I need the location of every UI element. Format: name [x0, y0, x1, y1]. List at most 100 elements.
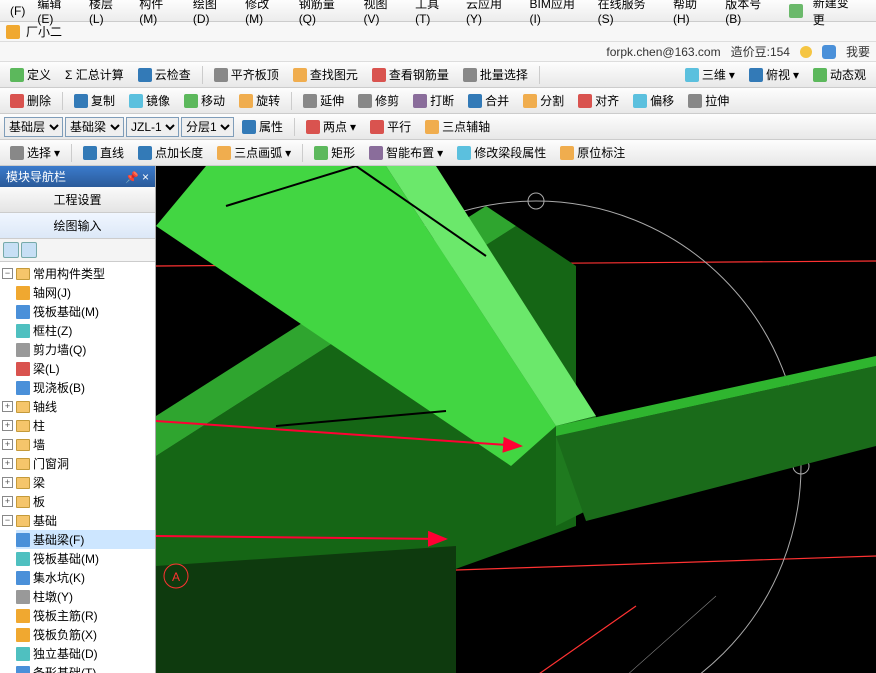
tree-cast[interactable]: 现浇板(B) [16, 378, 155, 397]
property-icon [242, 120, 256, 134]
tree-common[interactable]: −常用构件类型 [2, 264, 155, 283]
arc3-button[interactable]: 三点画弧 ▾ [211, 141, 297, 164]
tree-raft[interactable]: 筏板基础(M) [16, 302, 155, 321]
tree-found[interactable]: −基础 [2, 511, 155, 530]
new-change-button[interactable]: 新建变更 [783, 0, 872, 28]
menu-rebar[interactable]: 钢筋量(Q) [293, 0, 358, 26]
3d-viewport[interactable]: A [156, 166, 876, 673]
select-button[interactable]: 选择 ▾ [4, 141, 66, 164]
coin-icon [800, 46, 812, 58]
tree-axis[interactable]: +轴线 [2, 397, 155, 416]
category-select[interactable]: 基础梁 [65, 117, 124, 137]
extend-button[interactable]: 延伸 [297, 89, 350, 112]
menu-component[interactable]: 构件(M) [133, 0, 187, 26]
floor-select[interactable]: 基础层 [4, 117, 63, 137]
toolbar-3: 基础层 基础梁 JZL-1 分层1 属性 两点 ▾ 平行 三点辅轴 [0, 114, 876, 140]
dynview-button[interactable]: 动态观 [807, 63, 872, 86]
batch-button[interactable]: 批量选择 [457, 63, 534, 86]
menu-bim[interactable]: BIM应用(I) [524, 0, 592, 26]
panel-header: 模块导航栏 📌 × [0, 166, 155, 187]
twopoint-button[interactable]: 两点 ▾ [300, 115, 362, 138]
tree-grid[interactable]: 轴网(J) [16, 283, 155, 302]
stretch-button[interactable]: 拉伸 [682, 89, 735, 112]
move-button[interactable]: 移动 [178, 89, 231, 112]
property-button[interactable]: 属性 [236, 115, 289, 138]
tree-beaml[interactable]: 梁(L) [16, 359, 155, 378]
menu-modify[interactable]: 修改(M) [239, 0, 293, 26]
tree-found-pier[interactable]: 柱墩(Y) [16, 587, 155, 606]
threeaux-icon [425, 120, 439, 134]
tree-door[interactable]: +门窗洞 [2, 454, 155, 473]
pin-icon[interactable]: 📌 [125, 172, 139, 184]
tree-framec[interactable]: 框柱(Z) [16, 321, 155, 340]
ortho-button[interactable]: 俯视 ▾ [743, 63, 805, 86]
tree-col[interactable]: +柱 [2, 416, 155, 435]
new-change-icon [789, 4, 803, 18]
threeaux-button[interactable]: 三点辅轴 [419, 115, 496, 138]
tree-shear[interactable]: 剪力墙(Q) [16, 340, 155, 359]
close-icon[interactable]: × [142, 170, 149, 184]
tree-found-mainbar[interactable]: 筏板主筋(R) [16, 606, 155, 625]
menu-online[interactable]: 在线服务(S) [592, 0, 667, 26]
merge-button[interactable]: 合并 [462, 89, 515, 112]
flat-button[interactable]: 平齐板顶 [208, 63, 285, 86]
tree-wall[interactable]: +墙 [2, 435, 155, 454]
addlen-button[interactable]: 点加长度 [132, 141, 209, 164]
tree-found-raft[interactable]: 筏板基础(M) [16, 549, 155, 568]
line-icon [83, 146, 97, 160]
menu-bar: (F) 编辑(E) 楼层(L) 构件(M) 绘图(D) 修改(M) 钢筋量(Q)… [0, 0, 876, 22]
tree-found-negbar[interactable]: 筏板负筋(X) [16, 625, 155, 644]
layer-select[interactable]: 分层1 [181, 117, 234, 137]
tab-project-settings[interactable]: 工程设置 [0, 187, 155, 213]
me-link[interactable]: 我要 [846, 43, 870, 60]
smart-button[interactable]: 智能布置 ▾ [363, 141, 449, 164]
tree-found-sump[interactable]: 集水坑(K) [16, 568, 155, 587]
viewrebar-button[interactable]: 查看钢筋量 [366, 63, 455, 86]
menu-view[interactable]: 视图(V) [357, 0, 409, 26]
modprop-button[interactable]: 修改梁段属性 [451, 141, 552, 164]
3d-button[interactable]: 三维 ▾ [679, 63, 741, 86]
menu-cloud[interactable]: 云应用(Y) [460, 0, 523, 26]
user-email[interactable]: forpk.chen@163.com [606, 45, 720, 59]
define-button[interactable]: 定义 [4, 63, 57, 86]
menu-tools[interactable]: 工具(T) [409, 0, 460, 26]
menu-floor[interactable]: 楼层(L) [83, 0, 133, 26]
tab-draw-input[interactable]: 绘图输入 [0, 213, 155, 239]
mirror-button[interactable]: 镜像 [123, 89, 176, 112]
cloudcheck-button[interactable]: 云检查 [132, 63, 197, 86]
break-button[interactable]: 打断 [407, 89, 460, 112]
menu-file[interactable]: (F) [4, 4, 31, 18]
point-icon [138, 146, 152, 160]
trim-button[interactable]: 修剪 [352, 89, 405, 112]
tree-found-strip[interactable]: 条形基础(T) [16, 663, 155, 673]
mini-icon-2[interactable] [21, 242, 37, 258]
avatar-icon[interactable] [822, 45, 836, 59]
menu-help[interactable]: 帮助(H) [667, 0, 719, 26]
align-button[interactable]: 对齐 [572, 89, 625, 112]
member-select[interactable]: JZL-1 [126, 117, 179, 137]
axis-label: A [172, 570, 180, 584]
delete-button[interactable]: 删除 [4, 89, 57, 112]
rotate-button[interactable]: 旋转 [233, 89, 286, 112]
rect-button[interactable]: 矩形 [308, 141, 361, 164]
menu-draw[interactable]: 绘图(D) [187, 0, 239, 26]
origmark-button[interactable]: 原位标注 [554, 141, 631, 164]
offset-button[interactable]: 偏移 [627, 89, 680, 112]
mini-icon-1[interactable] [3, 242, 19, 258]
copy-button[interactable]: 复制 [68, 89, 121, 112]
rebar-icon [372, 68, 386, 82]
component-tree[interactable]: −常用构件类型 轴网(J) 筏板基础(M) 框柱(Z) 剪力墙(Q) 梁(L) … [0, 262, 155, 673]
menu-version[interactable]: 版本号(B) [719, 0, 782, 26]
tree-beam[interactable]: +梁 [2, 473, 155, 492]
line-button[interactable]: 直线 [77, 141, 130, 164]
split-button[interactable]: 分割 [517, 89, 570, 112]
tree-found-iso[interactable]: 独立基础(D) [16, 644, 155, 663]
tree-found-beam[interactable]: 基础梁(F) [16, 530, 155, 549]
find-button[interactable]: 查找图元 [287, 63, 364, 86]
orbit-icon [813, 68, 827, 82]
parallel-button[interactable]: 平行 [364, 115, 417, 138]
sumcalc-button[interactable]: Σ 汇总计算 [59, 63, 130, 86]
move-icon [184, 94, 198, 108]
modprop-icon [457, 146, 471, 160]
tree-slab[interactable]: +板 [2, 492, 155, 511]
